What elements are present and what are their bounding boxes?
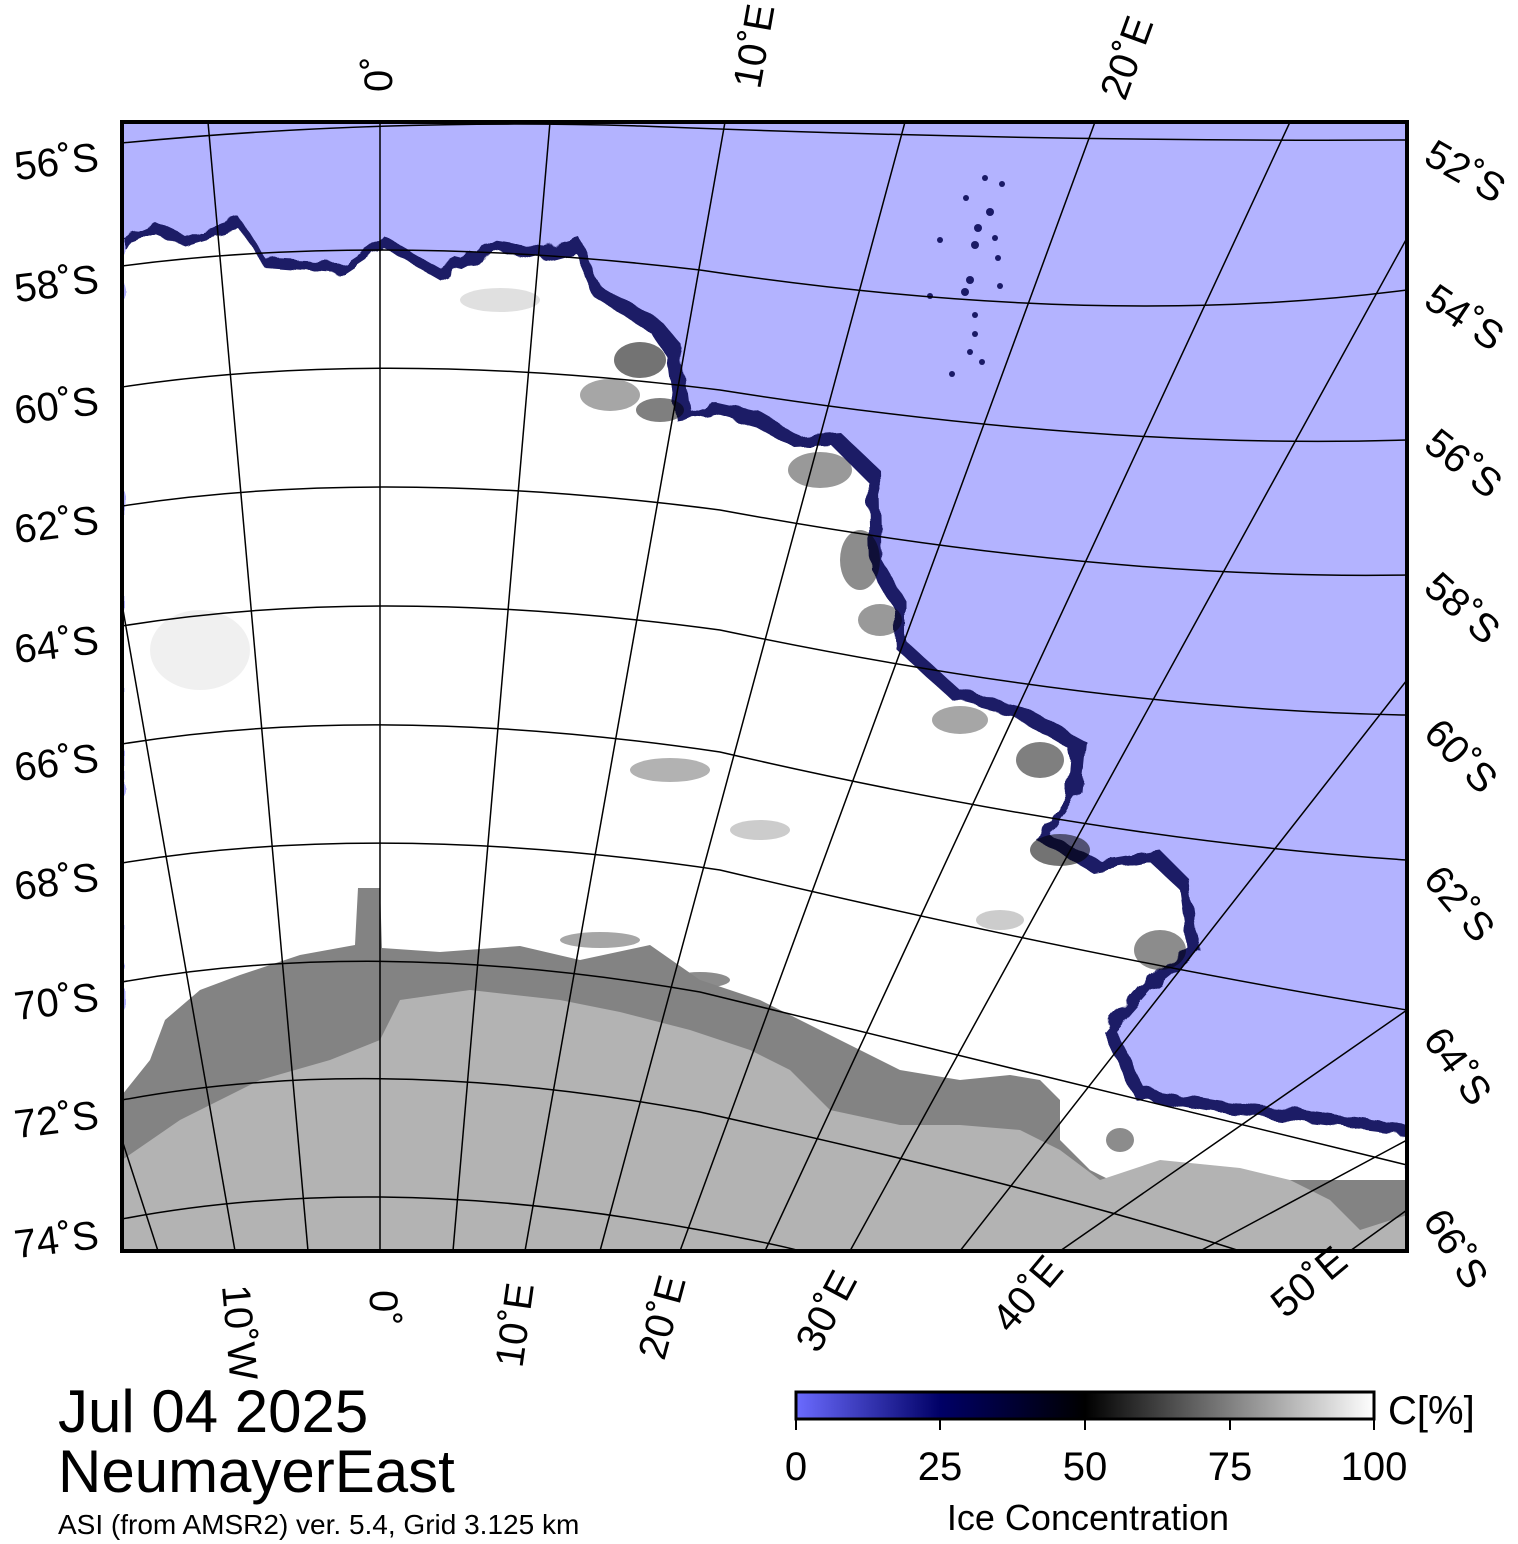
lat-label-left: 72˚S [12, 1093, 101, 1147]
top-longitude-labels: 0˚ 10˚E 20˚E [357, 1, 1162, 105]
lon-label-top-10e: 10˚E [726, 1, 784, 92]
colorbar-unit: C[%] [1388, 1389, 1475, 1433]
lat-label-right: 54˚S [1417, 276, 1512, 360]
right-latitude-labels: 52˚S 54˚S 56˚S 58˚S 60˚S 62˚S 64˚S 66˚S [1414, 132, 1512, 1297]
lat-label-left: 66˚S [12, 736, 101, 790]
ice-texture [150, 288, 1186, 1152]
lat-label-right: 64˚S [1415, 1019, 1500, 1113]
lat-label-left: 74˚S [12, 1213, 101, 1267]
lon-label-top-20e: 20˚E [1092, 11, 1162, 105]
ice-floes [927, 175, 1005, 377]
colorbar-gradient [794, 1390, 1376, 1421]
lat-label-right: 56˚S [1416, 420, 1510, 507]
colorbar-tick-label: 75 [1208, 1445, 1253, 1489]
region-name: NeumayerEast [58, 1438, 455, 1505]
lat-label-left: 68˚S [12, 855, 101, 909]
colorbar-title: Ice Concentration [947, 1497, 1229, 1538]
graticule-meridians [122, 122, 1407, 1251]
lat-label-right: 52˚S [1418, 132, 1513, 212]
colorbar: 0 25 50 75 100 C[%] Ice Concentration [785, 1389, 1475, 1538]
lon-label-bottom-10e: 10˚E [488, 1280, 543, 1370]
lat-label-right: 66˚S [1414, 1201, 1496, 1296]
graticule-parallels [122, 123, 1407, 1251]
lon-label-bottom-30e: 30˚E [787, 1264, 866, 1359]
left-latitude-labels: 56˚S 58˚S 60˚S 62˚S 64˚S 66˚S 68˚S 70˚S … [12, 135, 101, 1267]
lat-label-left: 70˚S [12, 975, 101, 1029]
antarctic-land [122, 990, 1407, 1251]
lon-label-bottom-40e: 40˚E [984, 1248, 1072, 1341]
lat-label-left: 58˚S [12, 257, 101, 311]
lat-label-right: 58˚S [1416, 564, 1508, 653]
lon-label-bottom-0: 0˚ [361, 1290, 405, 1326]
lon-label-top-0: 0˚ [357, 56, 401, 92]
colorbar-ticks [795, 1419, 1375, 1430]
colorbar-tick-label: 50 [1063, 1445, 1108, 1489]
bottom-longitude-labels: 10˚W 0˚ 10˚E 20˚E 30˚E 40˚E 50˚E [213, 1238, 1356, 1382]
lat-label-left: 60˚S [12, 379, 101, 433]
lat-label-right: 60˚S [1416, 711, 1506, 802]
map-date: Jul 04 2025 [58, 1378, 369, 1445]
lat-label-left: 56˚S [12, 135, 101, 189]
lat-label-left: 62˚S [12, 498, 101, 552]
data-source-note: ASI (from AMSR2) ver. 5.4, Grid 3.125 km [58, 1509, 580, 1540]
lat-label-left: 64˚S [12, 618, 101, 672]
lat-label-right: 62˚S [1415, 858, 1503, 951]
lon-label-bottom-10w: 10˚W [213, 1283, 265, 1382]
colorbar-tick-label: 100 [1341, 1445, 1408, 1489]
colorbar-tick-label: 0 [785, 1445, 807, 1489]
colorbar-tick-label: 25 [918, 1445, 963, 1489]
lon-label-bottom-20e: 20˚E [630, 1271, 694, 1364]
map-frame [120, 120, 1409, 1253]
